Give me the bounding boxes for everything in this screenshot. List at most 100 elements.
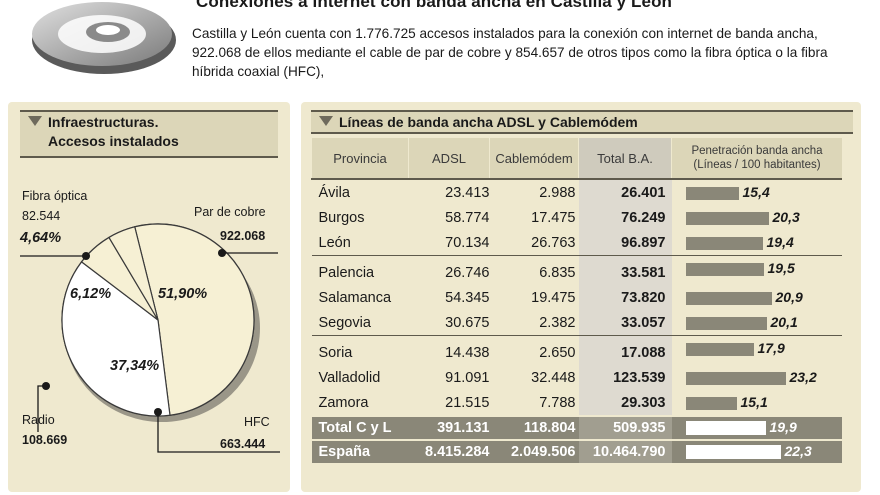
cell-penetracion: 19,4 [671, 230, 842, 256]
table-row: Valladolid 91.091 32.448 123.539 23,2 [312, 365, 843, 390]
cell-total: 26.401 [578, 179, 672, 205]
cell-penetracion: 15,4 [672, 179, 843, 205]
penetration-value: 19,5 [767, 260, 795, 276]
lines-panel-header: Líneas de banda ancha ADSL y Cablemódem [311, 110, 853, 134]
col-adsl: ADSL [408, 138, 490, 180]
table-row: Ávila 23.413 2.988 26.401 15,4 [312, 179, 843, 205]
cell-provincia: Segovia [311, 310, 409, 336]
cell-cable: 118.804 [489, 415, 579, 440]
leader-hfc [157, 412, 280, 453]
penetration-value: 20,9 [775, 289, 803, 305]
penetration-bar [685, 187, 739, 200]
penetration-bar [685, 317, 767, 330]
penetration-value: 17,9 [757, 340, 785, 356]
cell-adsl: 21.515 [445, 394, 490, 411]
cell-adsl: 70.134 [408, 230, 490, 256]
lines-panel-title: Líneas de banda ancha ADSL y Cablemódem [339, 114, 638, 130]
slice-pct-fibra: 4,64% [20, 230, 62, 246]
cell-penetracion: 19,9 [671, 415, 842, 440]
cell-adsl: 91.091 [445, 369, 490, 386]
cell-penetracion: 17,9 [672, 336, 843, 366]
cell-cable: 6.835 [539, 264, 576, 281]
cell-cable: 19.475 [531, 289, 576, 306]
cell-total: 73.820 [578, 285, 672, 310]
triangle-icon [319, 116, 333, 126]
penetration-bar [685, 372, 786, 385]
cell-cable: 2.049.506 [489, 439, 579, 463]
table-row: Burgos 58.774 17.475 76.249 20,3 [312, 205, 843, 230]
infra-panel: Infraestructuras. Accesos instalados Fib… [8, 102, 290, 492]
cell-total: 33.057 [578, 310, 672, 336]
lines-panel: Líneas de banda ancha ADSL y Cablemódem … [301, 102, 861, 492]
slice-hfc [61, 261, 171, 417]
cell-adsl: 58.774 [445, 209, 490, 226]
lines-table: Provincia ADSL Cablemódem Total B.A. Pen… [311, 138, 842, 463]
cell-adsl: 391.131 [408, 415, 490, 440]
penetration-value: 20,1 [770, 314, 798, 330]
cell-total: 17.088 [578, 335, 672, 365]
cell-adsl: 54.345 [445, 289, 490, 306]
cell-provincia: Soria [318, 344, 353, 361]
cell-penetracion: 20,1 [671, 310, 842, 336]
slice-label-hfc: HFC [244, 415, 270, 429]
table-row: Segovia 30.675 2.382 33.057 20,1 [311, 310, 842, 336]
penetration-value: 15,1 [740, 394, 768, 410]
penetration-bar [685, 212, 769, 225]
cell-adsl: 23.413 [445, 184, 490, 201]
cell-cable: 2.988 [539, 184, 576, 201]
cell-total: 29.303 [578, 390, 672, 416]
cell-provincia: Valladolid [318, 369, 381, 386]
penetration-value: 15,4 [742, 184, 770, 200]
cell-adsl: 14.438 [445, 344, 490, 361]
penetration-bar [685, 421, 766, 435]
pie-chart: Fibra óptica 82.544 4,64% Par de cobre 9… [8, 102, 290, 492]
cell-penetracion: 20,3 [672, 205, 843, 230]
cell-provincia: Palencia [318, 264, 375, 281]
table-row: Salamanca 54.345 19.475 73.820 20,9 [312, 285, 843, 310]
leader-fibra-optica-dot [82, 252, 90, 260]
table-row: León 70.134 26.763 96.897 19,4 [311, 230, 842, 256]
col-penetracion: Penetración banda ancha (Líneas / 100 ha… [671, 138, 842, 180]
table-row: Soria 14.438 2.650 17.088 17,9 [312, 335, 843, 366]
penetration-bar [685, 263, 764, 276]
infra-panel-header: Infraestructuras. Accesos instalados [20, 110, 278, 158]
cell-penetracion: 20,9 [672, 285, 843, 310]
slice-pct-cobre: 51,90% [158, 286, 208, 302]
cell-cable: 2.382 [489, 310, 579, 336]
cell-total: 96.897 [578, 230, 672, 256]
leader-par-de-cobre-dot [218, 249, 226, 257]
col-provincia: Provincia [311, 138, 409, 180]
cell-total: 10.464.790 [578, 439, 672, 463]
penetration-value: 19,4 [766, 234, 794, 250]
cell-provincia: León [311, 230, 409, 256]
slice-par-de-cobre [134, 223, 255, 416]
page-title: Conexiones a internet con banda ancha en… [196, 0, 673, 11]
slice-count-hfc: 663.444 [220, 437, 266, 451]
cell-total: 123.539 [578, 365, 672, 390]
cell-total: 33.581 [578, 255, 672, 285]
penetration-value: 20,3 [772, 209, 800, 225]
slice-label-fibra: Fibra óptica [22, 189, 88, 203]
leader-hfc-dot [154, 408, 162, 416]
slice-count-cobre: 922.068 [220, 229, 266, 243]
cell-adsl: 8.415.284 [408, 439, 490, 463]
triangle-icon [28, 116, 42, 126]
penetration-bar [685, 292, 772, 305]
cell-provincia: Salamanca [318, 289, 392, 306]
cell-cable: 17.475 [531, 209, 576, 226]
cell-provincia: Burgos [318, 209, 365, 226]
penetration-value: 23,2 [789, 369, 817, 385]
col-cable: Cablemódem [489, 138, 579, 180]
cell-total: 509.935 [578, 415, 672, 440]
col-total: Total B.A. [578, 138, 672, 180]
cell-adsl: 26.746 [445, 264, 490, 281]
cell-penetracion: 15,1 [672, 390, 843, 416]
total-row: Total C y L 391.131 118.804 509.935 19,9 [311, 415, 842, 440]
cell-cable: 2.650 [539, 344, 576, 361]
penetration-value: 22,3 [784, 443, 812, 459]
cell-penetracion: 22,3 [671, 439, 842, 463]
slice-label-radio: Radio [22, 413, 55, 427]
cell-penetracion: 19,5 [672, 256, 843, 286]
slice-count-radio: 108.669 [22, 433, 68, 447]
penetration-bar [685, 445, 781, 459]
